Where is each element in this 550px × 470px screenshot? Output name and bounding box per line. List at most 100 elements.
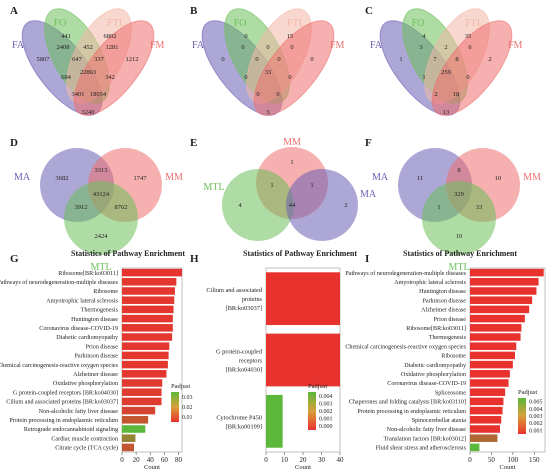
category-label: Amyotrophic lateral sclerosis — [394, 280, 466, 286]
venn-count: 6 — [468, 44, 472, 51]
venn-count: 0 — [221, 56, 224, 63]
x-tick-label: 40 — [337, 456, 345, 464]
legend-title: Padjust — [171, 383, 190, 390]
bar — [470, 397, 504, 406]
venn-set-fm-c — [431, 20, 513, 116]
venn-count: 2 — [444, 44, 447, 51]
category-label: Ribosome[BR:ko03011] — [406, 326, 466, 332]
venn-count: 259 — [441, 69, 451, 76]
category-label: Cytochrome P450 — [216, 414, 262, 421]
venn-count: 1212 — [126, 56, 139, 63]
venn-count: 1747 — [134, 175, 148, 182]
venn-count: 1281 — [106, 44, 119, 51]
venn-label-fa: FA — [12, 40, 25, 51]
venn-count: 35 — [465, 33, 472, 40]
category-label: Ribosome — [441, 354, 466, 360]
venn-count: 18 — [453, 91, 460, 98]
bar — [122, 305, 174, 314]
category-label: Diabetic cardiomyopathy — [56, 335, 119, 341]
x-axis-label: Count — [295, 464, 311, 470]
venn-count: 684 — [61, 74, 72, 81]
venn-count: 0 — [288, 74, 291, 81]
bar — [470, 324, 522, 332]
bar — [470, 370, 510, 378]
venn-count: 11 — [417, 175, 423, 182]
venn-label-ftl: FTL — [287, 18, 305, 29]
legend-tick-label: 0.001 — [529, 428, 543, 434]
category-label: Chemical carcinogenesis-reactive oxygen … — [345, 344, 466, 350]
venn-count: 44 — [289, 202, 296, 209]
legend-tick-label: 0.000 — [319, 424, 333, 430]
category-label: Parkinson disease — [423, 298, 467, 304]
category-label: [BR:ko04030] — [226, 367, 262, 374]
category-label: Protein processing in endoplasmic reticu… — [9, 418, 118, 424]
legend-colorbar — [308, 392, 316, 430]
chart-title: Statistics of Pathway Enrichment — [71, 249, 185, 258]
bar — [122, 434, 136, 442]
chart-title: Statistics of Pathway Enrichment — [243, 249, 357, 258]
venn-label-mm: MM — [165, 172, 183, 183]
category-label: [BR:ko00199] — [226, 423, 262, 430]
legend-tick-label: 0.001 — [319, 417, 333, 423]
bar — [122, 379, 163, 387]
category-label: Thermogenesis — [81, 308, 119, 314]
category-label: Huntington disease — [419, 289, 466, 295]
legend-tick-label: 0.002 — [319, 409, 333, 415]
venn-count: 329 — [454, 191, 464, 198]
venn-label-ftl: FTL — [107, 18, 125, 29]
panel-letter-D: D — [10, 137, 18, 149]
venn-label-ma: MA — [360, 189, 377, 200]
venn-count: 0 — [310, 56, 313, 63]
bar — [266, 272, 340, 326]
bar — [470, 416, 502, 424]
legend-tick-label: 0.02 — [182, 405, 193, 411]
legend-colorbar — [518, 398, 526, 434]
legend-tick-label: 0.003 — [319, 401, 333, 407]
legend-tick-label: 0.003 — [529, 414, 543, 420]
category-label: proteins — [242, 296, 263, 303]
venn-count: 2 — [488, 56, 491, 63]
legend-tick-label: 0.01 — [182, 415, 193, 421]
bar — [122, 388, 162, 396]
category-label: Thermogenesis — [429, 335, 467, 341]
venn-count: 3313 — [95, 167, 108, 174]
bar — [470, 351, 515, 360]
venn-count: 0 — [277, 56, 280, 63]
panel-letter-I: I — [365, 253, 369, 265]
x-tick-label: 80 — [175, 456, 183, 464]
venn-count: 1 — [270, 182, 273, 189]
bar — [266, 394, 283, 448]
bar — [122, 342, 170, 350]
bar — [470, 333, 521, 341]
bar — [122, 287, 175, 295]
bar — [122, 278, 177, 286]
x-tick-label: 40 — [147, 456, 155, 464]
bar — [122, 406, 156, 415]
bar — [470, 278, 539, 286]
category-label: Diabetic cardiomyopathy — [404, 363, 467, 369]
x-tick-label: 0 — [264, 456, 268, 464]
legend-tick-label: 0.004 — [319, 394, 333, 400]
category-label: Prion disease — [434, 317, 467, 323]
bar — [470, 296, 533, 304]
category-label: Amyotrophic lateral sclerosis — [46, 298, 118, 304]
venn-count: 1 — [290, 159, 293, 166]
panel-letter-B: B — [190, 5, 198, 17]
category-label: Alzheimer disease — [421, 308, 466, 314]
category-label: Chemical carcinogenesis-reactive oxygen … — [0, 363, 119, 369]
venn-label-fa: FA — [192, 40, 205, 51]
venn-label-ma: MA — [372, 172, 389, 183]
category-label: G protein-coupled — [216, 349, 263, 356]
venn-label-mm: MM — [523, 172, 541, 183]
venn-count: 0 — [244, 74, 247, 81]
venn-count: 0 — [256, 91, 259, 98]
x-tick-label: 0 — [120, 456, 124, 464]
category-label: Pathways of neurodegeneration-multiple d… — [345, 270, 466, 277]
venn-count: 18054 — [90, 91, 107, 98]
category-label: [BR:ko03037] — [226, 305, 262, 312]
venn-count: 0 — [466, 74, 469, 81]
venn-label-ma: MA — [14, 172, 31, 183]
x-tick-label: 0 — [468, 456, 472, 464]
category-label: Ribosome[BR:ko03011] — [58, 271, 118, 277]
venn-count: 43124 — [93, 191, 110, 198]
